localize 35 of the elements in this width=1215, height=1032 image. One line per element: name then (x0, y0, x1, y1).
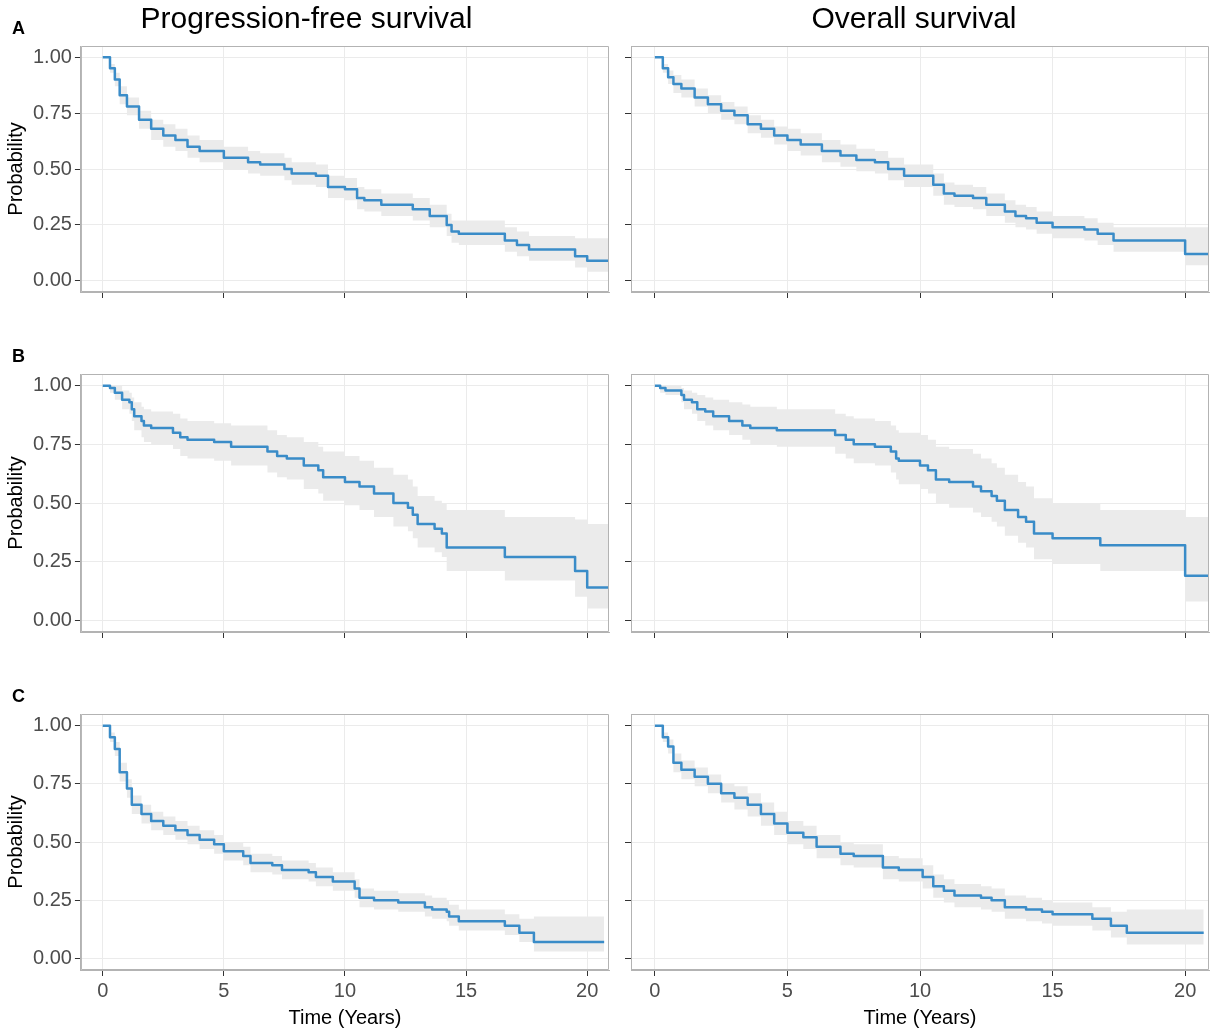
x-tick-label: 0 (97, 978, 109, 1001)
y-axis-title: Probability (3, 122, 26, 216)
x-tick-label: 5 (781, 978, 793, 1001)
x-tick-label: 10 (333, 978, 357, 1001)
x-axis-title: Time (Years) (863, 1005, 977, 1028)
y-tick-label: 0.00 (32, 945, 72, 968)
y-tick-label: 0.25 (32, 212, 72, 235)
y-tick-label: 1.00 (32, 44, 72, 67)
x-tick-label: 20 (576, 978, 599, 1001)
y-tick-label: 0.75 (32, 431, 72, 454)
y-axis-title: Probability (3, 795, 26, 889)
x-tick-label: 10 (908, 978, 932, 1001)
y-axis-title: Probability (3, 456, 26, 550)
text: C (12, 686, 25, 706)
chart-title: Progression-free survival (140, 1, 473, 35)
y-tick-label: 0.50 (32, 829, 72, 852)
y-tick-label: 0.00 (32, 607, 72, 630)
y-tick-label: 1.00 (32, 713, 72, 736)
x-tick-label: 15 (454, 978, 478, 1001)
y-tick-label: 0.25 (32, 549, 72, 572)
x-axis-title: Time (Years) (288, 1005, 402, 1028)
x-tick-label: 5 (218, 978, 230, 1001)
x-tick-label: 20 (1174, 978, 1197, 1001)
text: A (12, 18, 25, 38)
y-tick-label: 0.50 (32, 490, 72, 513)
x-tick-label: 15 (1041, 978, 1064, 1001)
x-tick-label: 0 (649, 978, 661, 1001)
chart-title: Overall survival (811, 1, 1017, 35)
y-tick-label: 0.75 (32, 771, 72, 794)
y-tick-label: 0.00 (32, 268, 72, 291)
y-tick-label: 0.50 (32, 156, 72, 179)
y-tick-label: 0.25 (32, 887, 72, 910)
y-tick-label: 0.75 (32, 100, 72, 123)
y-tick-label: 1.00 (32, 373, 72, 396)
text: B (12, 346, 25, 366)
